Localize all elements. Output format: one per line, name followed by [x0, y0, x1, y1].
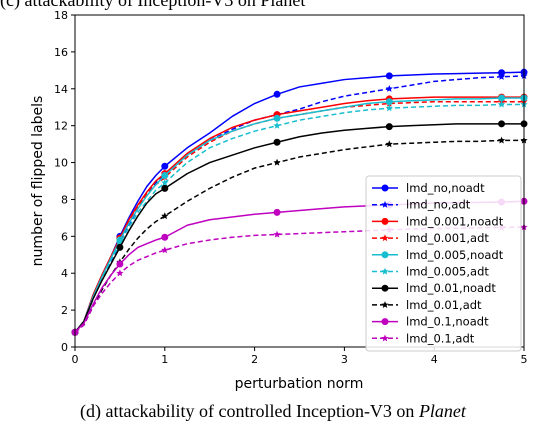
legend-entry: lmd_no,noadt: [372, 181, 485, 195]
data-point: [385, 140, 393, 148]
y-tick-label: 8: [61, 193, 68, 206]
x-tick-label: 4: [431, 353, 438, 366]
x-tick-label: 5: [521, 353, 528, 366]
data-point: [273, 138, 281, 146]
data-point: [161, 233, 169, 241]
legend-marker: [381, 334, 389, 342]
top-caption-cutoff: (c) attackability of Inception-V3 on Pla…: [0, 0, 305, 11]
data-point: [273, 158, 281, 166]
series-line: [74, 96, 524, 333]
legend-marker: [381, 217, 389, 225]
legend-label: lmd_no,noadt: [406, 181, 485, 195]
data-point: [161, 212, 169, 220]
y-tick-label: 12: [54, 120, 68, 133]
y-tick-label: 14: [54, 83, 68, 96]
caption-dataset: Planet: [418, 401, 467, 421]
x-tick-label: 0: [72, 353, 79, 366]
figure-caption: (d) attackability of controlled Inceptio…: [80, 401, 467, 422]
legend-marker: [381, 301, 389, 308]
series-line: [74, 226, 525, 333]
data-point: [116, 243, 124, 251]
data-point: [385, 98, 393, 106]
data-point: [161, 184, 169, 192]
legend-marker: [381, 318, 389, 326]
legend: lmd_no,noadt lmd_no,adt lmd_0.001,noadtlmd…: [365, 175, 522, 352]
series-line: [74, 123, 524, 333]
series-lmd_0.01,noadt: [71, 120, 528, 336]
series-line: [74, 75, 525, 333]
legend-label: lmd_0.1,noadt: [406, 315, 489, 329]
legend-entry: lmd_0.01,adt: [372, 298, 482, 312]
series-line: [74, 103, 524, 333]
legend-label: lmd_0.01,adt: [406, 298, 482, 312]
series-line: [74, 97, 524, 333]
legend-marker: [381, 184, 389, 192]
data-point: [116, 269, 124, 277]
x-tick-label: 1: [161, 353, 168, 366]
legend-entry: lmd_0.1,noadt: [372, 315, 489, 329]
data-point: [497, 136, 506, 144]
plot-frame: [74, 14, 525, 348]
legend-marker: [381, 267, 389, 275]
data-point: [161, 171, 169, 179]
legend-entry: lmd_0.005,adt: [372, 265, 489, 279]
y-axis-label: number of flipped labels: [30, 96, 46, 267]
y-tick-label: 6: [61, 230, 68, 243]
legend-marker: [381, 284, 389, 292]
x-tick-label: 3: [341, 353, 348, 366]
data-point: [385, 84, 393, 92]
data-point: [273, 208, 281, 216]
legend-marker: [381, 200, 389, 208]
legend-label: lmd_no,adt: [406, 198, 471, 212]
y-tick-label: 0: [61, 341, 68, 354]
data-point: [161, 246, 169, 254]
y-tick-label: 4: [61, 267, 68, 280]
legend-entry: lmd_0.1,adt: [372, 331, 475, 345]
data-point: [161, 162, 169, 170]
data-point: [497, 72, 506, 80]
legend-label: lmd_0.001,adt: [406, 231, 489, 245]
y-tick-label: 18: [54, 9, 68, 22]
legend-entry: lmd_0.01,noadt: [372, 281, 496, 295]
data-point: [385, 72, 393, 80]
x-axis-label: perturbation norm: [235, 376, 364, 392]
legend-marker: [381, 234, 389, 242]
x-tick-label: 2: [251, 353, 258, 366]
y-tick-label: 2: [61, 304, 68, 317]
data-point: [161, 179, 169, 186]
data-point: [273, 90, 281, 98]
data-point: [497, 100, 506, 108]
legend-label: lmd_0.01,noadt: [406, 281, 496, 295]
legend-entry: lmd_0.001,noadt: [372, 214, 504, 228]
legend-label: lmd_0.005,adt: [406, 265, 489, 279]
data-point: [385, 104, 393, 112]
y-tick-label: 10: [54, 157, 68, 170]
data-point: [498, 120, 506, 128]
legend-entry: lmd_no,adt: [372, 198, 471, 212]
data-point: [273, 114, 281, 122]
data-point: [273, 230, 281, 238]
legend-entry: lmd_0.001,adt: [372, 231, 489, 245]
legend-entry: lmd_0.005,noadt: [372, 248, 504, 262]
data-point: [273, 121, 281, 129]
legend-label: lmd_0.001,noadt: [406, 214, 504, 228]
data-point: [385, 123, 393, 131]
caption-prefix: (d) attackability of controlled Inceptio…: [80, 401, 419, 422]
y-tick-label: 16: [54, 46, 68, 59]
legend-box: [365, 175, 522, 352]
legend-label: lmd_0.1,adt: [406, 331, 475, 345]
data-point: [116, 260, 124, 268]
legend-marker: [381, 251, 389, 259]
legend-label: lmd_0.005,noadt: [406, 248, 504, 262]
data-point: [498, 94, 506, 102]
